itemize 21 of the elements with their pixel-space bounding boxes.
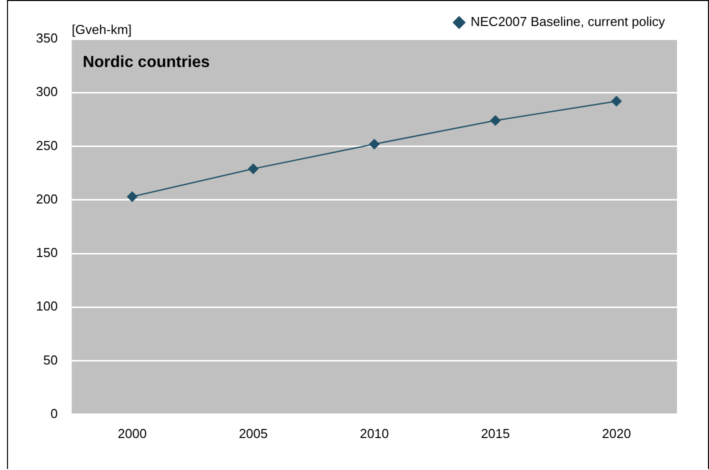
point [369,138,380,150]
x-tick-label: 2010 [360,426,389,441]
y-tick-label: 300 [36,84,58,100]
x-tick-label: 2000 [118,426,147,441]
x-tick-label: 2020 [602,426,631,441]
y-tick-label: 50 [43,352,58,368]
y-axis-title: [Gveh-km] [72,22,132,37]
x-tick-label: 2005 [238,426,268,441]
point [611,96,622,106]
y-tick-label: 350 [36,30,58,46]
y-tick-label: 100 [36,298,58,314]
y-tick-label: 0 [50,406,58,421]
point [127,192,138,202]
y-tick-label: 150 [36,245,58,260]
legend-label: NEC2007 Baseline, current policy [470,14,666,30]
text: Nordic countries [82,54,210,71]
x-tick-label: 2015 [480,426,510,441]
point [248,164,258,174]
y-tick-label: 200 [36,191,58,206]
point [490,115,501,126]
y-tick-label: 250 [36,138,58,153]
